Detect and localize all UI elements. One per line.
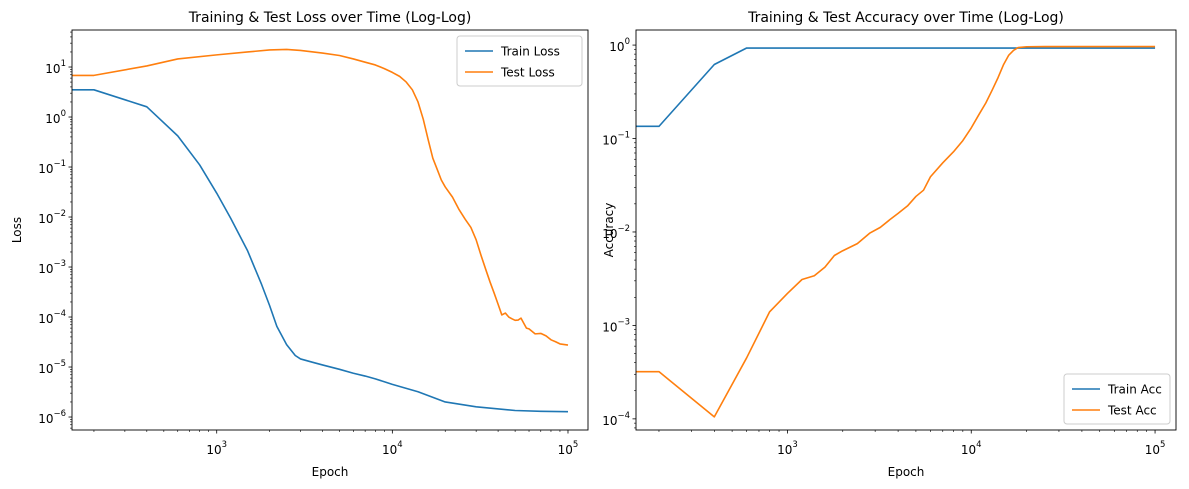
y-tick-label: 10−1 (602, 131, 630, 148)
y-axis-label: Loss (10, 217, 24, 243)
series-line-test-acc (636, 45, 1156, 418)
legend-label: Train Loss (500, 45, 560, 59)
y-tick-label: 10−1 (38, 159, 66, 176)
legend: Train Acc Test Acc (1063, 373, 1171, 425)
series-line-train-loss (72, 89, 568, 413)
y-axis-label: Accuracy (602, 203, 616, 258)
x-tick-label: 103 (777, 440, 798, 457)
x-tick-label: 105 (1145, 440, 1166, 457)
plot-frame (635, 29, 1177, 431)
y-tick-label: 100 (609, 37, 630, 54)
legend-label: Test Acc (1107, 404, 1157, 418)
x-axis-label: Epoch (888, 465, 925, 479)
chart-title: Training & Test Loss over Time (Log-Log) (188, 10, 472, 26)
y-tick-label: 10−2 (38, 209, 66, 226)
y-tick-label: 10−3 (602, 317, 630, 334)
legend-box (1063, 373, 1171, 425)
y-tick-label: 101 (45, 59, 66, 76)
legend-box (456, 35, 583, 87)
legend: Train Loss Test Loss (456, 35, 583, 87)
x-tick-label: 104 (382, 440, 403, 457)
y-tick-label: 10−6 (38, 409, 66, 426)
x-axis-label: Epoch (312, 465, 349, 479)
accuracy-chart: Training & Test Accuracy over Time (Log-… (602, 10, 1177, 479)
legend-label: Test Loss (500, 66, 555, 80)
legend-label: Train Acc (1107, 383, 1162, 397)
y-tick-label: 10−4 (602, 411, 630, 428)
y-tick-label: 100 (45, 109, 66, 126)
y-tick-label: 10−3 (38, 259, 66, 276)
x-tick-label: 105 (558, 440, 579, 457)
y-tick-label: 10−5 (38, 359, 66, 376)
series-line-test-loss (72, 48, 569, 346)
y-tick-label: 10−2 (602, 224, 630, 241)
plot-frame (71, 29, 589, 431)
series-line-train-acc (636, 47, 1156, 128)
y-tick-label: 10−4 (38, 309, 66, 326)
chart-title: Training & Test Accuracy over Time (Log-… (747, 10, 1064, 26)
loss-chart: Training & Test Loss over Time (Log-Log)… (10, 10, 589, 479)
x-tick-label: 103 (206, 440, 227, 457)
x-tick-label: 104 (961, 440, 982, 457)
